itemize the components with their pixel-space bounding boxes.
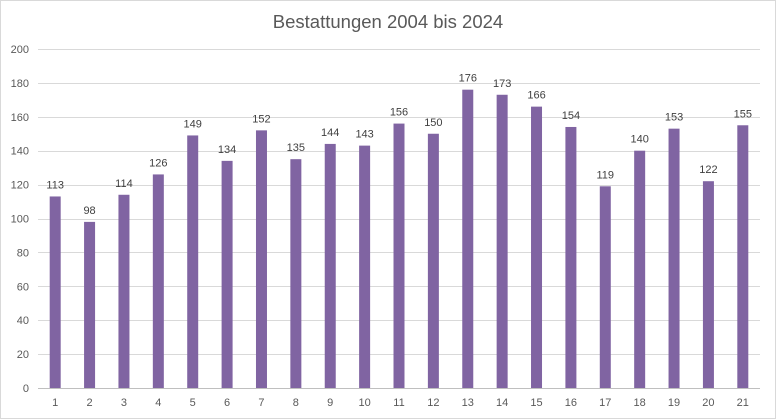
bar [152,174,164,388]
y-tick-label: 180 [11,78,29,90]
x-tick-label: 15 [530,397,542,409]
y-tick-label: 120 [11,180,29,192]
bar [702,181,714,388]
x-axis-ticks: 1 2 3 4 5 6 7 8 9 10 11 12 13 14 15 16 17 18 19 20 21 [52,397,749,409]
x-tick-label: 4 [155,397,161,409]
x-tick-label: 14 [496,397,508,409]
x-tick-label: 8 [293,397,299,409]
y-tick-label: 160 [11,112,29,124]
data-label: 156 [390,107,408,119]
x-tick-label: 5 [190,397,196,409]
y-tick-label: 40 [17,315,29,327]
data-label: 122 [699,164,717,176]
bar [324,143,336,388]
bar [496,94,508,388]
data-label: 126 [149,157,167,169]
data-label: 166 [527,90,545,102]
bar [221,160,233,388]
x-tick-label: 13 [462,397,474,409]
y-axis-ticks: 0 20 40 60 80 100 120 140 160 180 200 [11,44,29,395]
x-tick-label: 19 [668,397,680,409]
x-tick-label: 9 [327,397,333,409]
bar [737,125,749,389]
bar [462,89,474,389]
bar [187,135,199,388]
y-tick-label: 200 [11,44,29,56]
x-tick-label: 1 [52,397,58,409]
data-label: 153 [665,112,683,124]
bar [255,130,267,389]
data-label: 119 [597,169,615,181]
bars [49,89,749,389]
data-label: 154 [562,110,580,122]
y-tick-label: 20 [17,349,29,361]
x-tick-label: 3 [121,397,127,409]
data-label: 140 [630,134,648,146]
data-label: 152 [252,113,270,125]
y-tick-label: 140 [11,146,29,158]
bar [599,186,611,388]
bar [634,150,646,388]
bar [393,123,405,388]
x-tick-label: 16 [565,397,577,409]
bar [427,133,439,388]
y-tick-label: 100 [11,214,29,226]
x-tick-label: 6 [224,397,230,409]
x-tick-label: 2 [87,397,93,409]
bar [668,128,680,389]
chart-title: Bestattungen 2004 bis 2024 [273,11,503,32]
x-tick-label: 21 [737,397,749,409]
data-label: 173 [493,78,511,90]
data-label: 98 [83,205,95,217]
data-label: 114 [115,178,133,190]
bar [49,196,61,388]
data-label: 144 [321,127,339,139]
x-tick-label: 17 [599,397,611,409]
data-label: 143 [355,129,373,141]
data-label: 134 [218,144,236,156]
bar [359,145,371,388]
data-labels: 113 98 114 126 149 134 152 135 144 143 156 150 176 17… [46,73,752,217]
y-tick-label: 60 [17,281,29,293]
data-label: 176 [459,73,477,85]
x-tick-label: 7 [258,397,264,409]
data-label: 113 [46,179,64,191]
bar [290,159,302,388]
bar [84,221,96,388]
data-label: 155 [734,108,752,120]
data-label: 150 [424,117,442,129]
y-tick-label: 0 [23,383,29,395]
x-tick-label: 12 [427,397,439,409]
y-tick-label: 80 [17,247,29,259]
bar [118,194,130,388]
x-tick-label: 20 [702,397,714,409]
x-tick-label: 10 [358,397,370,409]
data-label: 135 [287,142,305,154]
bar [531,106,543,388]
x-tick-label: 11 [393,397,404,409]
data-label: 149 [184,118,202,130]
bar [565,126,577,388]
x-tick-label: 18 [634,397,646,409]
